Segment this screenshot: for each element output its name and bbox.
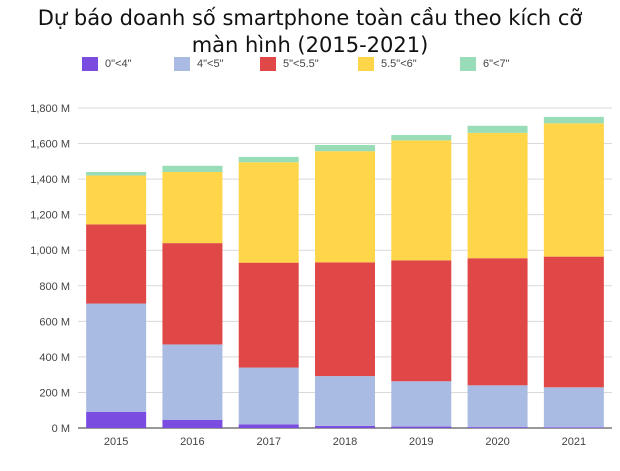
y-tick-label: 1,400 M (30, 174, 70, 186)
chart-legend: 0"<4" 4"<5" 5"<5.5" 5.5"<6" 6"<7" (80, 56, 620, 72)
legend-swatch-0-4 (82, 57, 98, 71)
legend-item-6-7: 6"<7" (460, 56, 509, 72)
bar-segment (315, 262, 375, 377)
y-tick-label: 1,800 M (30, 103, 70, 115)
y-tick-label: 800 M (39, 281, 70, 293)
y-tick-label: 1,200 M (30, 210, 70, 222)
bar-segment (315, 144, 375, 152)
bar-segment (543, 116, 604, 124)
y-tick-label: 400 M (39, 352, 70, 364)
legend-swatch-5-5.5 (260, 57, 276, 71)
chart-title-line-2: màn hình (2015-2021) (191, 33, 429, 57)
bar-segment (86, 175, 147, 225)
y-tick-label: 1,000 M (30, 245, 70, 257)
legend-item-5-5.5: 5"<5.5" (260, 56, 319, 72)
x-tick-label: 2021 (562, 436, 586, 448)
bar-segment (315, 425, 375, 428)
bar-segment (391, 426, 452, 428)
bar-segment (162, 420, 223, 428)
bar-segment (467, 258, 528, 386)
bar-segment (391, 260, 452, 382)
y-tick-label: 200 M (39, 387, 70, 399)
bar-segment (391, 140, 452, 261)
bar-segment (543, 427, 604, 428)
bar-segment (467, 385, 528, 428)
legend-item-5.5-6: 5.5"<6" (358, 56, 417, 72)
bar-segment (467, 427, 528, 428)
legend-swatch-6-7 (460, 57, 476, 71)
chart-title-line-1: Dự báo doanh số smartphone toàn cầu theo… (37, 6, 583, 30)
x-tick-label: 2015 (104, 436, 128, 448)
legend-swatch-4-5 (174, 57, 190, 71)
bar-segment (162, 344, 223, 420)
bar-segment (238, 262, 299, 368)
bar-segment (543, 387, 604, 428)
bar-segment (391, 381, 452, 427)
legend-label-4-5: 4"<5" (197, 58, 224, 70)
bar-segment (315, 376, 375, 426)
x-tick-label: 2016 (180, 436, 204, 448)
x-tick-label: 2017 (256, 436, 280, 448)
bar-segment (162, 165, 223, 172)
bar-segment (238, 162, 299, 263)
bar-segment (543, 256, 604, 388)
y-tick-label: 0 M (52, 423, 70, 435)
bar-segment (467, 125, 528, 133)
bar-segment (315, 151, 375, 263)
bar-segment (162, 243, 223, 345)
x-tick-label: 2020 (485, 436, 509, 448)
bar-segment (86, 224, 147, 304)
bar-segment (467, 132, 528, 259)
legend-label-0-4: 0"<4" (105, 58, 132, 70)
bar-segment (238, 367, 299, 425)
bar-segment (162, 172, 223, 244)
legend-label-6-7: 6"<7" (483, 58, 510, 70)
bar-segment (543, 123, 604, 257)
legend-item-4-5: 4"<5" (174, 56, 223, 72)
bar-segment (391, 135, 452, 141)
legend-swatch-5.5-6 (358, 57, 374, 71)
bar-segment (86, 303, 147, 412)
bar-segment (86, 172, 147, 176)
bar-segment (238, 156, 299, 163)
bar-segment (238, 424, 299, 428)
bar-segment (86, 412, 147, 428)
legend-label-5-5.5: 5"<5.5" (283, 58, 319, 70)
legend-label-5.5-6: 5.5"<6" (381, 58, 417, 70)
x-tick-label: 2019 (409, 436, 433, 448)
x-tick-label: 2018 (333, 436, 357, 448)
y-tick-label: 1,600 M (30, 139, 70, 151)
legend-item-0-4: 0"<4" (82, 56, 131, 72)
y-tick-label: 600 M (39, 316, 70, 328)
